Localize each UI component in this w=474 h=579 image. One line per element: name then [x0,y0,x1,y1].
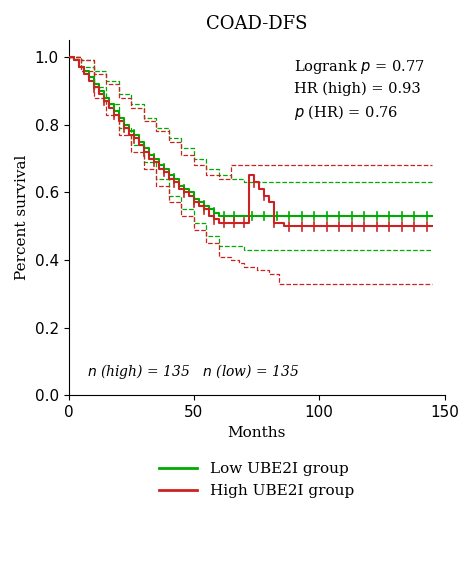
X-axis label: Months: Months [228,426,286,439]
Text: $n$ (high) = 135   $n$ (low) = 135: $n$ (high) = 135 $n$ (low) = 135 [87,362,300,381]
Legend: Low UBE2I group, High UBE2I group: Low UBE2I group, High UBE2I group [153,456,360,504]
Text: Logrank $p$ = 0.77
HR (high) = 0.93
$p$ (HR) = 0.76: Logrank $p$ = 0.77 HR (high) = 0.93 $p$ … [294,58,425,122]
Y-axis label: Percent survival: Percent survival [15,155,29,280]
Title: COAD-DFS: COAD-DFS [206,15,307,33]
